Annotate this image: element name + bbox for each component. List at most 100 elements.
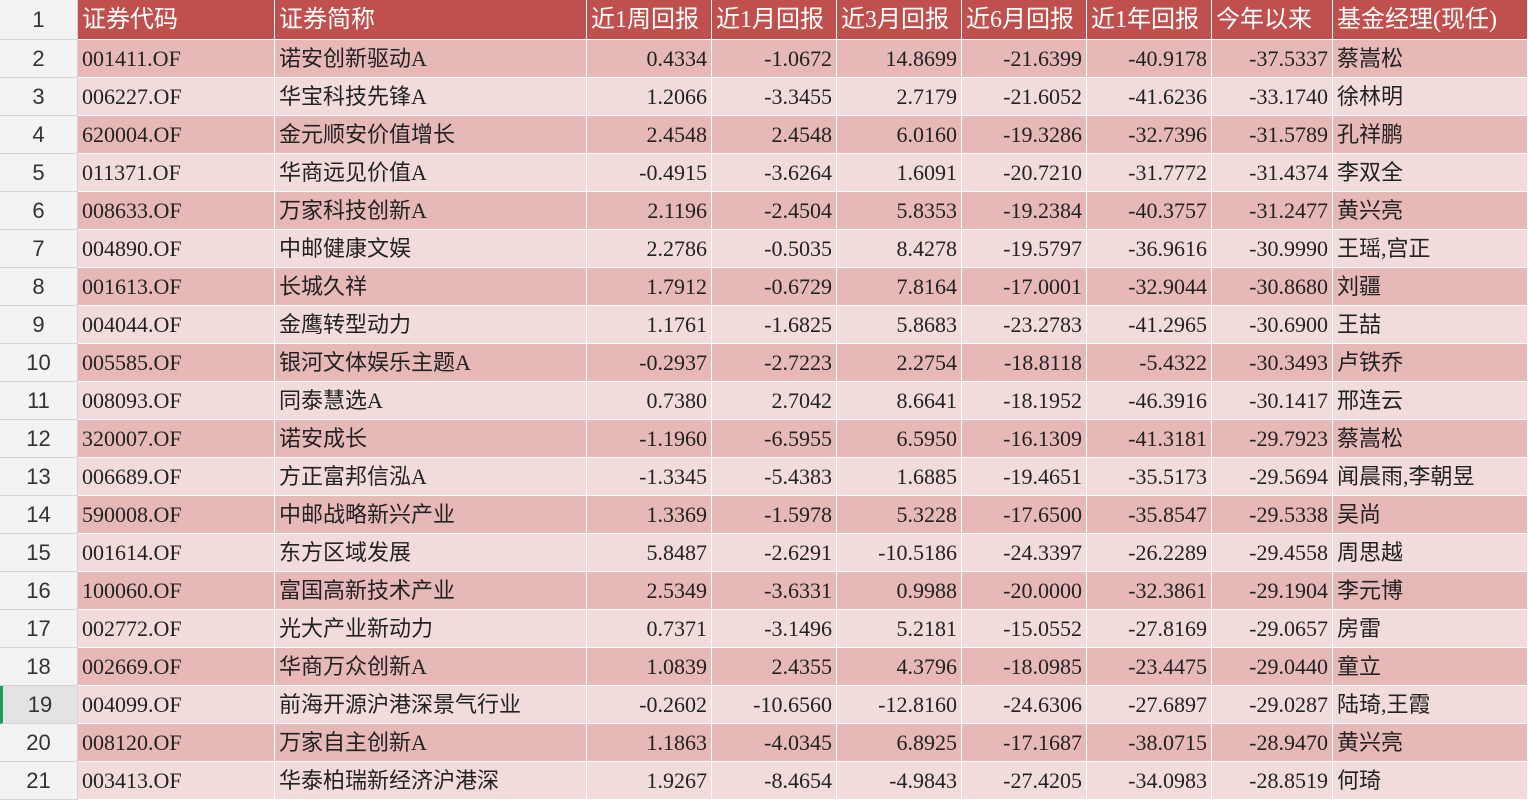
table-cell[interactable]: -29.5694 (1212, 458, 1333, 496)
table-cell[interactable]: 620004.OF (78, 116, 275, 154)
table-cell[interactable]: 2.7042 (712, 382, 837, 420)
table-cell[interactable]: 14.8699 (837, 40, 962, 78)
table-cell[interactable]: 1.6885 (837, 458, 962, 496)
table-cell[interactable]: 002772.OF (78, 610, 275, 648)
table-cell[interactable]: 卢铁乔 (1333, 344, 1528, 382)
table-cell[interactable]: 周思越 (1333, 534, 1528, 572)
table-cell[interactable]: -16.1309 (962, 420, 1087, 458)
table-cell[interactable]: 诺安创新驱动A (275, 40, 587, 78)
table-cell[interactable]: -30.9990 (1212, 230, 1333, 268)
table-cell[interactable]: -1.5978 (712, 496, 837, 534)
row-number[interactable]: 12 (0, 420, 78, 458)
table-cell[interactable]: -37.5337 (1212, 40, 1333, 78)
row-number[interactable]: 17 (0, 610, 78, 648)
table-cell[interactable]: 王喆 (1333, 306, 1528, 344)
table-cell[interactable]: -2.6291 (712, 534, 837, 572)
table-cell[interactable]: 2.5349 (587, 572, 712, 610)
table-cell[interactable]: -46.3916 (1087, 382, 1212, 420)
table-cell[interactable]: 万家自主创新A (275, 724, 587, 762)
table-cell[interactable]: 邢连云 (1333, 382, 1528, 420)
table-cell[interactable]: 房雷 (1333, 610, 1528, 648)
table-cell[interactable]: -30.1417 (1212, 382, 1333, 420)
table-cell[interactable]: 008633.OF (78, 192, 275, 230)
table-cell[interactable]: -32.3861 (1087, 572, 1212, 610)
table-cell[interactable]: -1.3345 (587, 458, 712, 496)
table-cell[interactable]: -31.2477 (1212, 192, 1333, 230)
table-cell[interactable]: 华泰柏瑞新经济沪港深 (275, 762, 587, 800)
table-cell[interactable]: 1.9267 (587, 762, 712, 800)
table-cell[interactable]: 5.8353 (837, 192, 962, 230)
table-cell[interactable]: 4.3796 (837, 648, 962, 686)
header-cell[interactable]: 基金经理(现任) (1333, 0, 1528, 40)
table-cell[interactable]: -19.3286 (962, 116, 1087, 154)
table-cell[interactable]: -3.1496 (712, 610, 837, 648)
table-cell[interactable]: 中邮战略新兴产业 (275, 496, 587, 534)
table-cell[interactable]: 1.1761 (587, 306, 712, 344)
table-cell[interactable]: -29.1904 (1212, 572, 1333, 610)
table-cell[interactable]: -5.4383 (712, 458, 837, 496)
row-number[interactable]: 15 (0, 534, 78, 572)
table-cell[interactable]: 2.1196 (587, 192, 712, 230)
table-cell[interactable]: 003413.OF (78, 762, 275, 800)
table-cell[interactable]: -35.5173 (1087, 458, 1212, 496)
row-number[interactable]: 10 (0, 344, 78, 382)
table-cell[interactable]: -18.8118 (962, 344, 1087, 382)
table-cell[interactable]: -36.9616 (1087, 230, 1212, 268)
table-cell[interactable]: -29.5338 (1212, 496, 1333, 534)
table-cell[interactable]: 8.6641 (837, 382, 962, 420)
table-cell[interactable]: 1.0839 (587, 648, 712, 686)
table-cell[interactable]: 590008.OF (78, 496, 275, 534)
table-cell[interactable]: 5.8487 (587, 534, 712, 572)
table-cell[interactable]: -41.2965 (1087, 306, 1212, 344)
table-cell[interactable]: -27.6897 (1087, 686, 1212, 724)
table-cell[interactable]: -2.4504 (712, 192, 837, 230)
table-cell[interactable]: 011371.OF (78, 154, 275, 192)
table-cell[interactable]: -4.0345 (712, 724, 837, 762)
table-cell[interactable]: 8.4278 (837, 230, 962, 268)
table-cell[interactable]: -0.2602 (587, 686, 712, 724)
table-cell[interactable]: 刘疆 (1333, 268, 1528, 306)
table-cell[interactable]: 0.7380 (587, 382, 712, 420)
table-cell[interactable]: 孔祥鹏 (1333, 116, 1528, 154)
table-cell[interactable]: 徐林明 (1333, 78, 1528, 116)
table-cell[interactable]: 1.3369 (587, 496, 712, 534)
table-cell[interactable]: 004044.OF (78, 306, 275, 344)
table-cell[interactable]: 0.9988 (837, 572, 962, 610)
table-cell[interactable]: -31.7772 (1087, 154, 1212, 192)
table-cell[interactable]: -29.0440 (1212, 648, 1333, 686)
table-cell[interactable]: -1.1960 (587, 420, 712, 458)
table-cell[interactable]: 蔡嵩松 (1333, 420, 1528, 458)
table-cell[interactable]: -33.1740 (1212, 78, 1333, 116)
table-cell[interactable]: -8.4654 (712, 762, 837, 800)
table-cell[interactable]: 6.0160 (837, 116, 962, 154)
table-cell[interactable]: -17.0001 (962, 268, 1087, 306)
table-cell[interactable]: 李元博 (1333, 572, 1528, 610)
table-cell[interactable]: 004099.OF (78, 686, 275, 724)
table-cell[interactable]: -18.0985 (962, 648, 1087, 686)
table-cell[interactable]: 1.7912 (587, 268, 712, 306)
row-number[interactable]: 19 (0, 686, 78, 724)
row-number[interactable]: 4 (0, 116, 78, 154)
table-cell[interactable]: 008093.OF (78, 382, 275, 420)
table-cell[interactable]: -3.3455 (712, 78, 837, 116)
table-cell[interactable]: 0.7371 (587, 610, 712, 648)
table-cell[interactable]: 光大产业新动力 (275, 610, 587, 648)
table-cell[interactable]: 吴尚 (1333, 496, 1528, 534)
table-cell[interactable]: -24.6306 (962, 686, 1087, 724)
table-cell[interactable]: -40.9178 (1087, 40, 1212, 78)
header-cell[interactable]: 近1年回报 (1087, 0, 1212, 40)
table-cell[interactable]: -41.6236 (1087, 78, 1212, 116)
row-number[interactable]: 5 (0, 154, 78, 192)
table-cell[interactable]: -3.6264 (712, 154, 837, 192)
table-cell[interactable]: 5.8683 (837, 306, 962, 344)
table-cell[interactable]: -31.5789 (1212, 116, 1333, 154)
row-number[interactable]: 8 (0, 268, 78, 306)
table-cell[interactable]: 同泰慧选A (275, 382, 587, 420)
table-cell[interactable]: -28.8519 (1212, 762, 1333, 800)
header-cell[interactable]: 今年以来 (1212, 0, 1333, 40)
table-cell[interactable]: 2.4548 (712, 116, 837, 154)
table-cell[interactable]: 2.4548 (587, 116, 712, 154)
table-cell[interactable]: -0.4915 (587, 154, 712, 192)
table-cell[interactable]: 华商远见价值A (275, 154, 587, 192)
table-cell[interactable]: 7.8164 (837, 268, 962, 306)
